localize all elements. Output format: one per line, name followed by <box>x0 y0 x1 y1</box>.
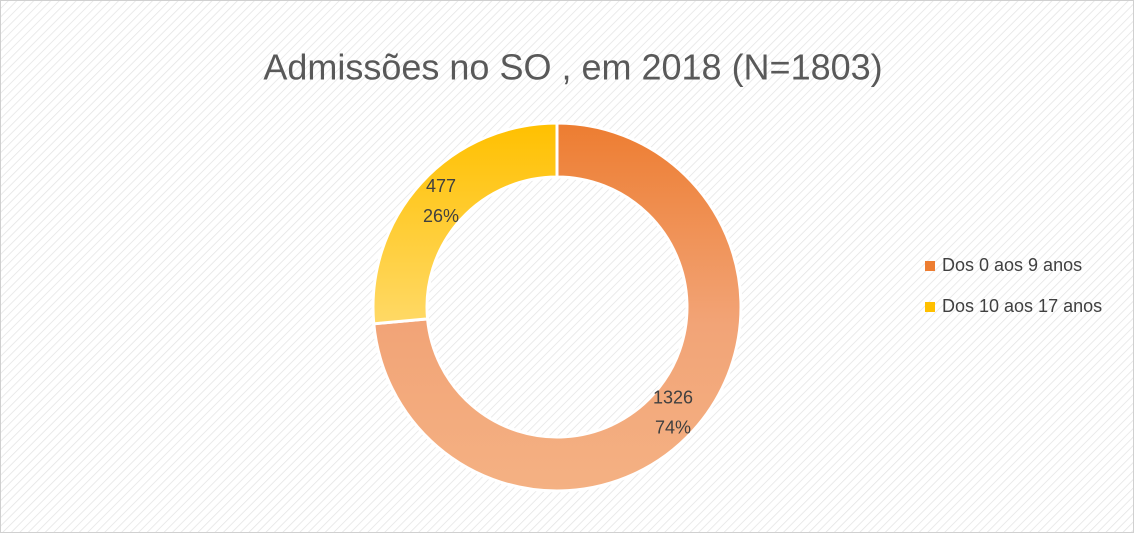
donut-slice <box>371 121 559 326</box>
percent-label: 26% <box>423 206 459 226</box>
data-label: 477 <box>426 176 456 196</box>
percent-label: 74% <box>655 418 691 438</box>
legend-swatch <box>925 302 935 312</box>
legend-label: Dos 10 aos 17 anos <box>942 296 1102 316</box>
legend-label: Dos 0 aos 9 anos <box>942 255 1082 275</box>
chart-title: Admissões no SO , em 2018 (N=1803) <box>263 47 882 88</box>
donut-slice <box>372 121 743 493</box>
data-label: 1326 <box>653 388 693 408</box>
legend-swatch <box>925 261 935 271</box>
